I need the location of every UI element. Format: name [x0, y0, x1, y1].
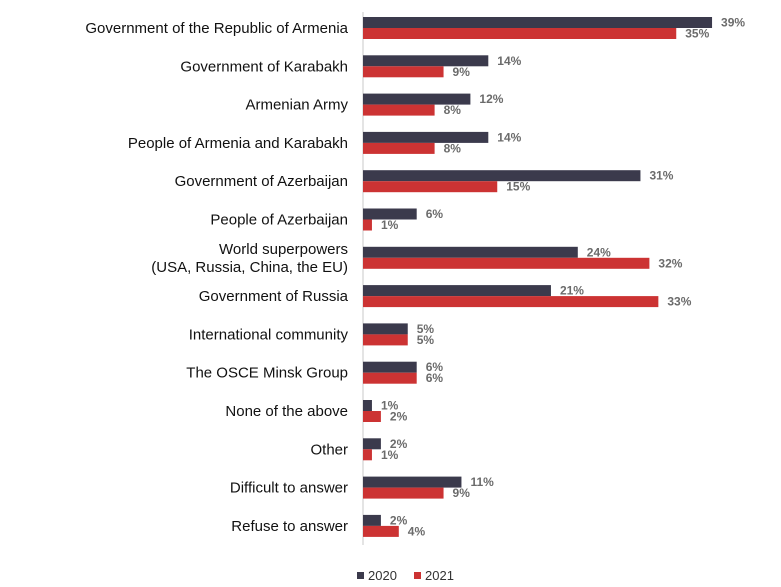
bar-2021: [363, 181, 498, 193]
bar-2020: [363, 208, 417, 220]
category-label: People of Azerbaijan: [210, 212, 348, 229]
bar-2021: [363, 334, 408, 346]
bar-2020: [363, 246, 578, 258]
value-label-2021: 5%: [417, 333, 435, 347]
bar-2021: [363, 104, 435, 116]
bar-2021: [363, 487, 444, 499]
category-label: Government of Russia: [199, 288, 349, 305]
value-label-2020: 6%: [426, 207, 444, 221]
value-labels: 39% 35% 14% 9% 12% 8% 14% 8% 31% 15% 6% 1% 24% 32% 21%…: [381, 16, 745, 539]
bar-2021: [363, 411, 381, 422]
bar-2021: [363, 449, 372, 461]
value-label-2021: 6%: [426, 371, 444, 385]
bar-2020: [363, 17, 713, 28]
legend-swatch-2021: [414, 572, 421, 579]
category-labels: Government of the Republic of Armenia Gov…: [85, 20, 348, 535]
bar-2020: [363, 285, 551, 297]
value-label-2020: 6%: [426, 360, 444, 374]
value-label-2020: 12%: [479, 92, 503, 106]
bar-2020: [363, 170, 641, 182]
bar-2021: [363, 219, 372, 231]
legend: 2020 2021: [357, 568, 454, 583]
bar-2020: [363, 55, 489, 67]
category-label: Government of the Republic of Armenia: [85, 20, 348, 37]
value-label-2021: 9%: [453, 486, 471, 500]
category-label: Other: [310, 441, 348, 458]
value-label-2020: 11%: [470, 475, 494, 489]
category-label: Difficult to answer: [230, 480, 348, 497]
value-label-2021: 33%: [667, 295, 691, 309]
category-label: Government of Karabakh: [180, 58, 348, 75]
value-label-2020: 14%: [497, 130, 521, 144]
bar-2020: [363, 476, 462, 488]
bar-2021: [363, 142, 435, 154]
value-label-2020: 21%: [560, 284, 584, 298]
value-label-2021: 1%: [381, 448, 399, 462]
category-label: International community: [189, 326, 349, 343]
legend-label-2021: 2021: [425, 568, 454, 583]
value-label-2020: 39%: [721, 16, 745, 30]
category-label: World superpowers: [219, 241, 348, 258]
value-label-2020: 1%: [381, 399, 399, 413]
bar-2020: [363, 438, 381, 450]
category-label: Government of Azerbaijan: [175, 173, 348, 190]
bar-2021: [363, 257, 650, 269]
value-label-2021: 1%: [381, 218, 399, 232]
value-label-2020: 31%: [649, 169, 673, 183]
bar-2021: [363, 296, 659, 308]
category-label: Refuse to answer: [231, 518, 348, 535]
category-label: Armenian Army: [245, 97, 348, 114]
bar-2020: [363, 131, 489, 143]
bar-2021: [363, 28, 677, 39]
value-label-2021: 4%: [408, 524, 426, 538]
bar-2021: [363, 525, 399, 537]
value-label-2020: 2%: [390, 437, 408, 451]
category-label: None of the above: [225, 403, 348, 420]
value-label-2021: 32%: [658, 256, 682, 270]
bar-2020: [363, 361, 417, 373]
bar-2021: [363, 66, 444, 78]
value-label-2021: 2%: [390, 410, 408, 424]
value-label-2020: 2%: [390, 513, 408, 527]
category-label: (USA, Russia, China, the EU): [151, 259, 348, 276]
bar-2020: [363, 93, 471, 105]
value-label-2021: 15%: [506, 180, 530, 194]
value-label-2021: 35%: [685, 27, 709, 41]
value-label-2021: 8%: [444, 103, 462, 117]
bar-2020: [363, 400, 372, 411]
legend-swatch-2020: [357, 572, 364, 579]
value-label-2020: 24%: [587, 245, 611, 259]
bar-2020: [363, 323, 408, 335]
value-label-2021: 8%: [444, 141, 462, 155]
category-label: The OSCE Minsk Group: [186, 365, 348, 382]
value-label-2021: 9%: [453, 65, 471, 79]
bar-2020: [363, 514, 381, 526]
value-label-2020: 5%: [417, 322, 435, 336]
value-label-2020: 14%: [497, 54, 521, 68]
bars-group: [363, 17, 713, 537]
legend-label-2020: 2020: [368, 568, 397, 583]
category-label: People of Armenia and Karabakh: [128, 135, 348, 152]
bar-2021: [363, 372, 417, 384]
